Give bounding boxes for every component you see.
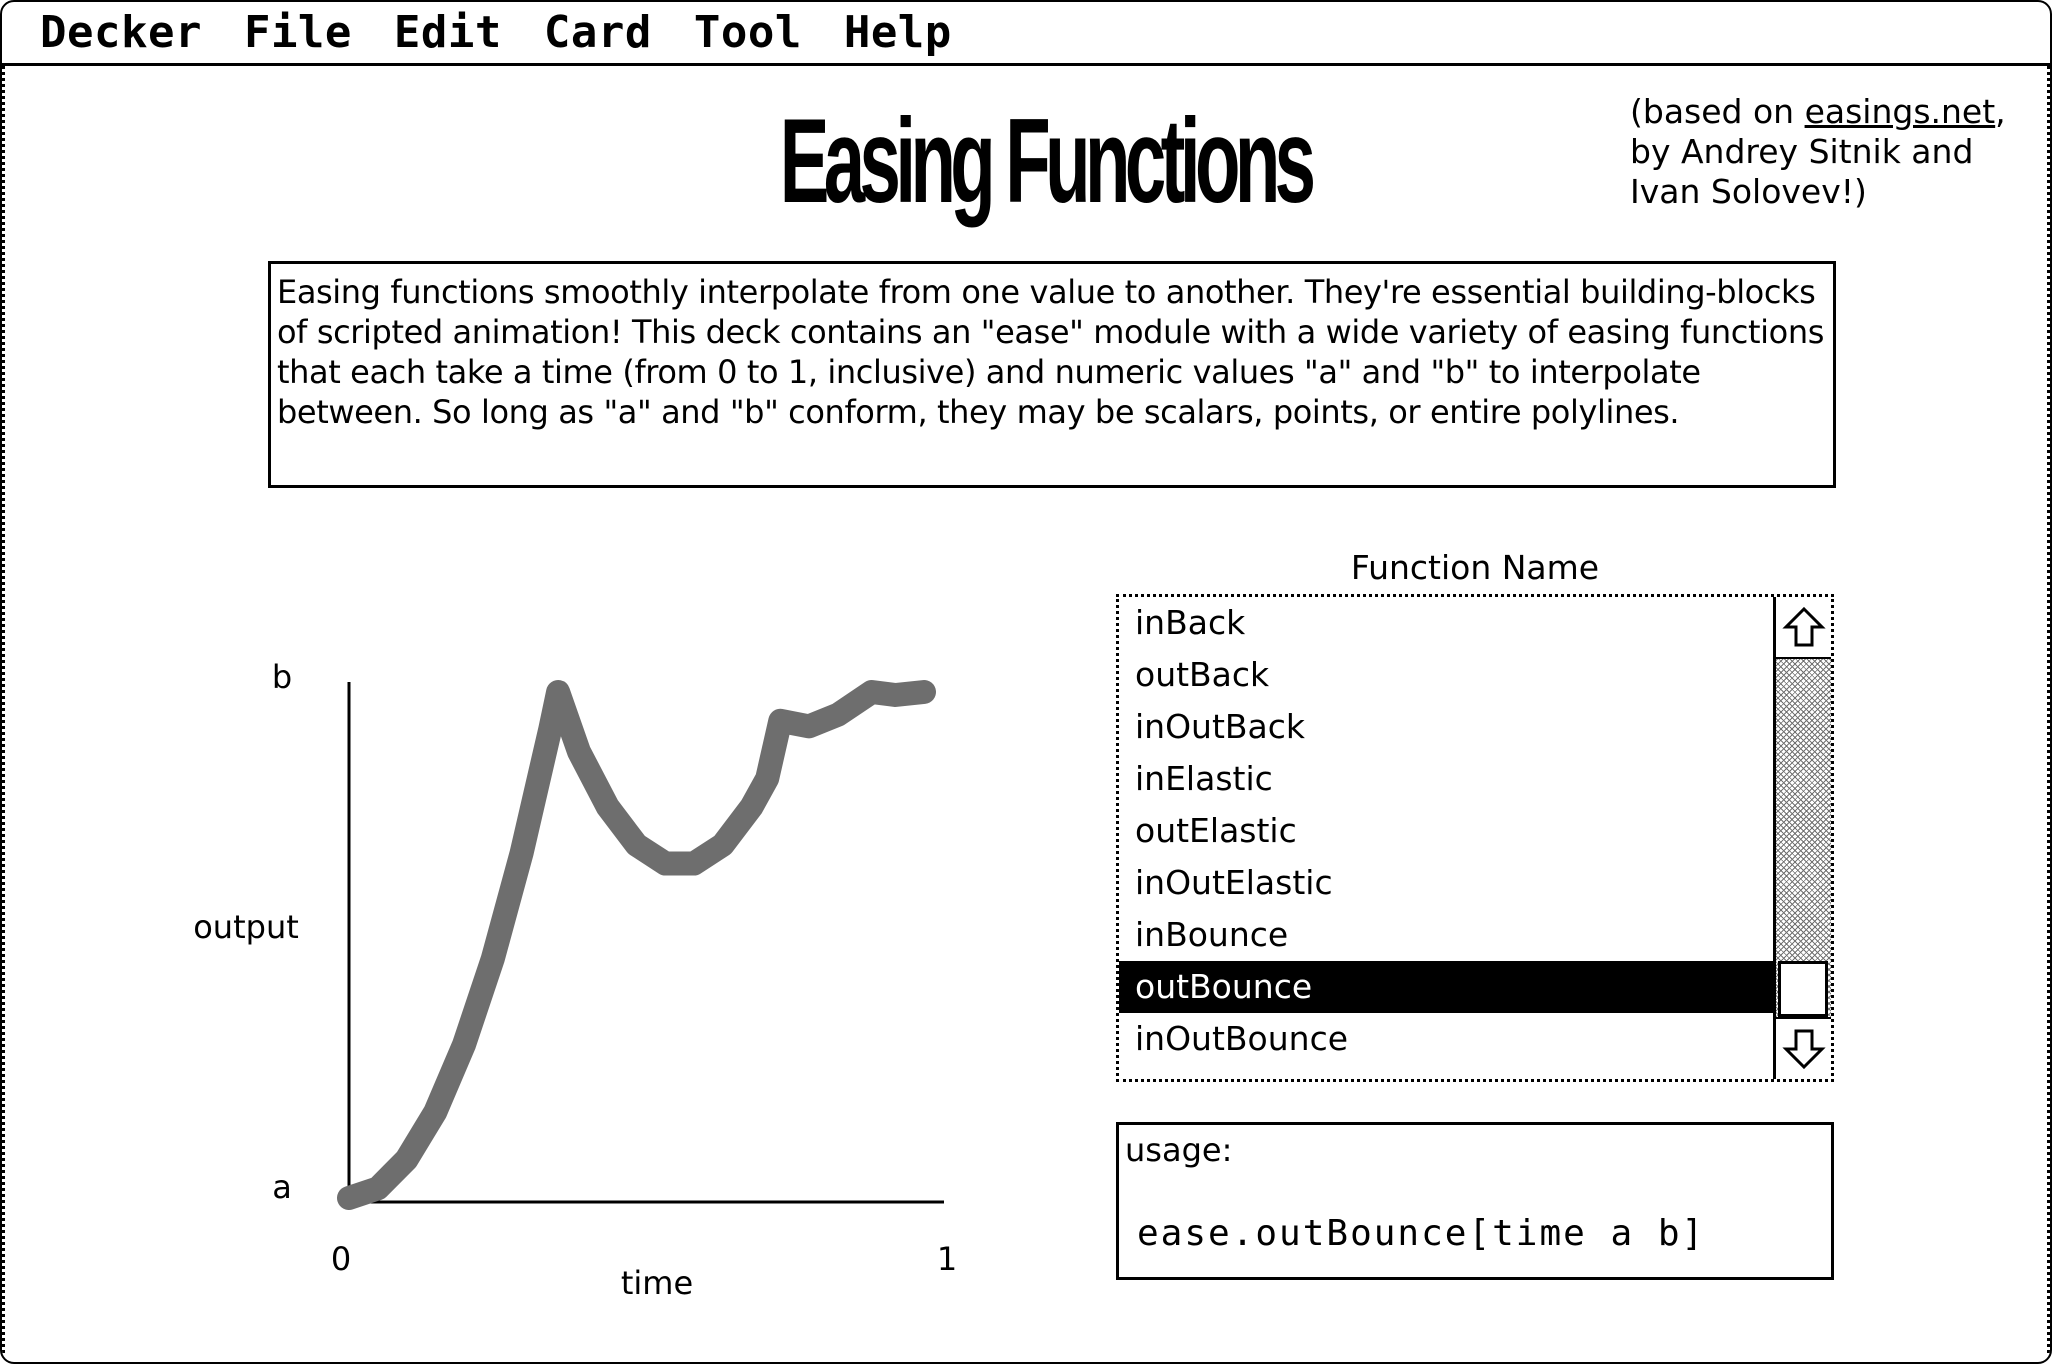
list-item[interactable]: inOutBounce xyxy=(1135,1019,1349,1058)
list-item[interactable]: outBounce xyxy=(1119,961,1775,1013)
right-border-pattern xyxy=(2047,66,2050,1356)
y-tick-b: b xyxy=(272,658,292,696)
easing-curve-line xyxy=(337,680,936,1210)
x-axis-label: time xyxy=(621,1264,693,1302)
x-tick-1: 1 xyxy=(937,1240,957,1278)
y-axis-label: output xyxy=(193,908,299,946)
credit-line-2: by Andrey Sitnik and xyxy=(1630,132,1974,171)
description-field[interactable]: Easing functions smoothly interpolate fr… xyxy=(268,261,1836,488)
credit-comma: , xyxy=(1995,92,2006,131)
list-item[interactable]: inElastic xyxy=(1135,759,1273,798)
scroll-up-button[interactable] xyxy=(1776,597,1831,659)
scroll-track[interactable] xyxy=(1776,659,1831,1019)
list-items: inBack outBack inOutBack inElastic outEl… xyxy=(1119,597,1775,1079)
credit-link[interactable]: easings.net xyxy=(1804,92,1996,131)
scroll-down-button[interactable] xyxy=(1776,1017,1831,1079)
list-item[interactable]: inOutElastic xyxy=(1135,863,1333,902)
credit-prefix: (based on xyxy=(1630,92,1805,131)
page-title: Easing Functions xyxy=(779,94,1316,228)
list-scrollbar[interactable] xyxy=(1773,597,1831,1079)
credit-text: (based on easings.net, by Andrey Sitnik … xyxy=(1630,92,2030,212)
menu-card[interactable]: Card xyxy=(543,7,652,58)
list-title: Function Name xyxy=(1350,548,1600,587)
function-name-list[interactable]: inBack outBack inOutBack inElastic outEl… xyxy=(1116,594,1834,1082)
credit-line-3: Ivan Solovev!) xyxy=(1630,172,1867,211)
list-item[interactable]: inOutBack xyxy=(1135,707,1306,746)
menu-tool[interactable]: Tool xyxy=(693,7,802,58)
left-border-pattern xyxy=(2,66,5,1356)
usage-code: ease.outBounce[time a b] xyxy=(1137,1213,1706,1254)
list-item[interactable]: inBack xyxy=(1135,603,1246,642)
x-tick-0: 0 xyxy=(331,1240,351,1278)
list-item[interactable]: outBack xyxy=(1135,655,1270,694)
menu-decker[interactable]: Decker xyxy=(40,7,202,58)
scroll-thumb[interactable] xyxy=(1778,961,1828,1017)
menu-file[interactable]: File xyxy=(243,7,352,58)
y-tick-a: a xyxy=(272,1168,292,1206)
menu-help[interactable]: Help xyxy=(843,7,952,58)
usage-field[interactable]: usage: ease.outBounce[time a b] xyxy=(1116,1122,1834,1280)
easing-chart: b a output 0 1 time xyxy=(193,658,957,1302)
series-group xyxy=(337,680,936,1210)
menu-edit[interactable]: Edit xyxy=(393,7,502,58)
list-item[interactable]: outElastic xyxy=(1135,811,1297,850)
arrow-down-icon xyxy=(1781,1029,1826,1070)
list-item[interactable]: inBounce xyxy=(1135,915,1289,954)
arrow-up-icon xyxy=(1781,606,1826,647)
menu-bar: Decker File Edit Card Tool Help xyxy=(2,2,2050,66)
usage-label: usage: xyxy=(1125,1131,1233,1169)
